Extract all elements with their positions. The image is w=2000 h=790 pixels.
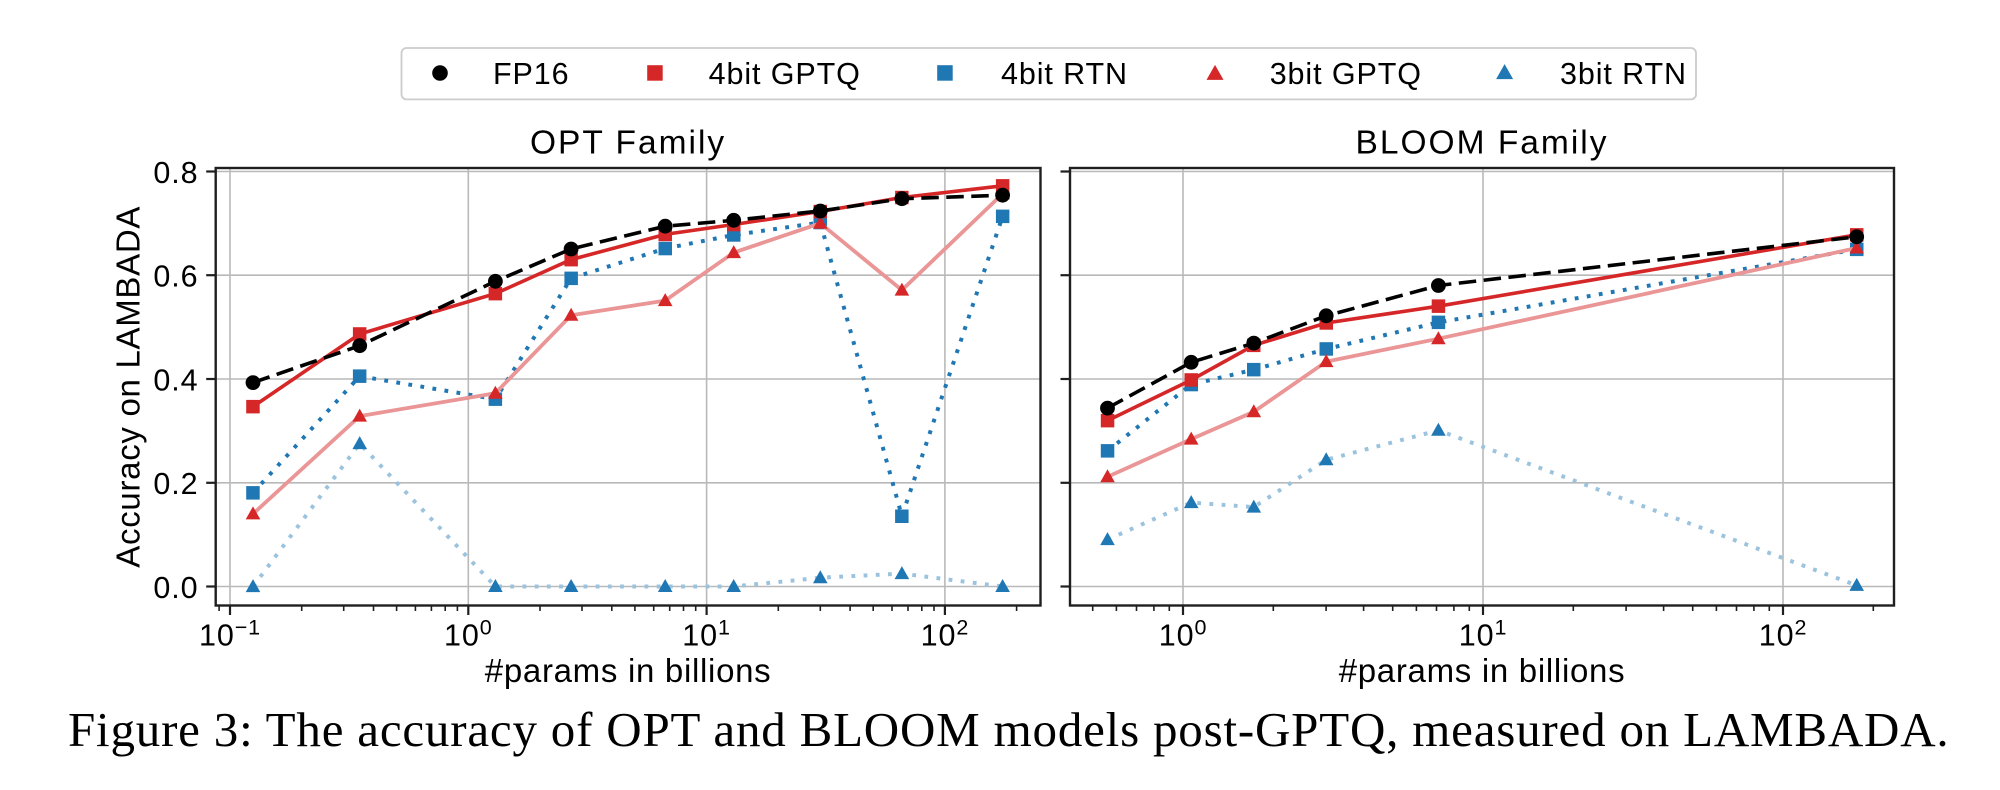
svg-text:3bit GPTQ: 3bit GPTQ bbox=[1270, 57, 1422, 91]
svg-text:3bit RTN: 3bit RTN bbox=[1560, 57, 1687, 91]
svg-text:Accuracy on LAMBADA: Accuracy on LAMBADA bbox=[110, 206, 147, 568]
svg-text:4bit RTN: 4bit RTN bbox=[1001, 57, 1128, 91]
svg-text:0.0: 0.0 bbox=[153, 571, 198, 605]
svg-text:0.6: 0.6 bbox=[153, 260, 198, 294]
svg-text:0.4: 0.4 bbox=[153, 363, 198, 397]
svg-text:0.2: 0.2 bbox=[153, 467, 198, 501]
svg-text:Figure 3: The accuracy of OPT: Figure 3: The accuracy of OPT and BLOOM … bbox=[68, 702, 1949, 757]
svg-text:FP16: FP16 bbox=[493, 57, 570, 91]
svg-text:0.8: 0.8 bbox=[153, 156, 198, 190]
svg-text:4bit GPTQ: 4bit GPTQ bbox=[709, 57, 861, 91]
svg-text:BLOOM Family: BLOOM Family bbox=[1356, 125, 1609, 162]
svg-text:#params in billions: #params in billions bbox=[1339, 652, 1626, 689]
svg-text:#params in billions: #params in billions bbox=[485, 652, 772, 689]
svg-text:OPT Family: OPT Family bbox=[530, 125, 726, 162]
